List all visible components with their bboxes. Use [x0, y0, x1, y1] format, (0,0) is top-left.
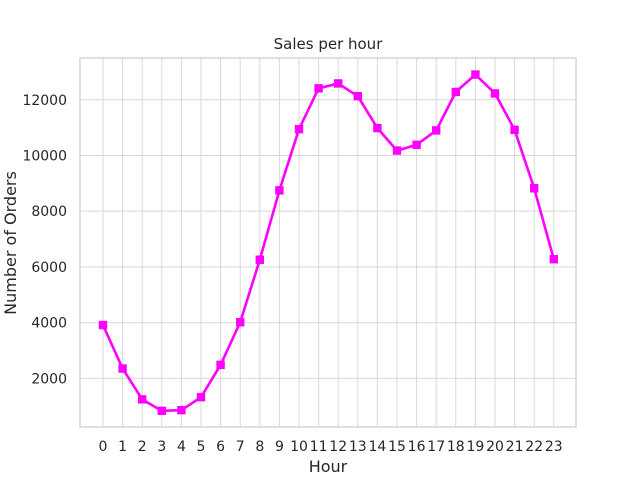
x-tick-label: 20 [486, 439, 504, 455]
x-axis-title: Hour [309, 457, 348, 476]
data-point-marker [255, 255, 264, 264]
x-tick-label: 0 [99, 439, 108, 455]
data-point-marker [118, 364, 127, 373]
y-tick-label: 6000 [31, 260, 67, 276]
x-tick-label: 16 [408, 439, 426, 455]
data-point-marker [275, 186, 284, 195]
x-tick-label: 12 [329, 439, 347, 455]
y-tick-label: 12000 [22, 93, 67, 109]
data-point-marker [510, 125, 519, 135]
x-tick-label: 6 [216, 439, 225, 455]
data-point-marker [412, 140, 421, 149]
x-tick-label: 13 [349, 439, 367, 455]
data-point-marker [98, 320, 108, 330]
x-tick-label: 21 [506, 439, 524, 455]
data-point-marker [373, 123, 382, 133]
data-point-marker [451, 87, 460, 97]
x-tick-label: 7 [236, 439, 245, 455]
x-tick-label: 15 [388, 439, 406, 455]
data-point-marker [314, 84, 323, 93]
x-tick-label: 11 [310, 439, 328, 455]
x-tick-label: 8 [255, 439, 264, 455]
x-tick-label: 19 [466, 439, 484, 455]
x-gridlines [102, 58, 555, 427]
x-tick-label: 1 [118, 439, 127, 455]
y-axis-title: Number of Orders [1, 171, 20, 315]
plot-background [80, 58, 576, 427]
y-tick-label: 8000 [31, 204, 67, 220]
x-tick-label: 18 [447, 439, 465, 455]
x-tick-labels: 0 1 2 3 4 5 6 7 8 9 10 11 12 13 14 15 16 17 18 19 20 21 22 23 [99, 439, 563, 455]
plot-frame [79, 57, 577, 428]
data-point-marker [294, 124, 304, 134]
chart-title: Sales per hour [274, 35, 384, 53]
data-point-marker [138, 395, 147, 404]
x-tick-label: 4 [177, 439, 186, 455]
x-tick-label: 14 [368, 439, 386, 455]
data-point-marker [216, 360, 225, 370]
x-tick-label: 10 [290, 439, 308, 455]
y-tick-label: 10000 [22, 148, 67, 164]
x-tick-label: 9 [275, 439, 284, 455]
data-point-marker [353, 91, 362, 101]
data-point-marker [432, 126, 441, 135]
data-point-marker [471, 70, 480, 79]
series-layer [98, 70, 558, 416]
data-point-marker [549, 255, 558, 264]
data-point-marker [177, 405, 186, 415]
x-tick-label: 2 [138, 439, 147, 455]
x-tick-label: 5 [197, 439, 206, 455]
y-tick-labels: 2000 4000 6000 8000 10000 12000 [22, 93, 67, 387]
x-tick-label: 17 [427, 439, 445, 455]
y-gridlines [80, 99, 576, 379]
data-point-marker [392, 146, 402, 155]
x-tick-label: 23 [545, 439, 563, 455]
y-tick-label: 4000 [31, 316, 67, 332]
data-point-marker [530, 184, 539, 193]
x-tick-label: 22 [525, 439, 543, 455]
data-point-marker [196, 392, 206, 402]
data-point-marker [334, 79, 343, 88]
y-tick-label: 2000 [31, 371, 67, 387]
x-tick-label: 3 [157, 439, 166, 455]
data-point-marker [236, 318, 245, 327]
data-point-marker [490, 89, 500, 98]
data-point-marker [157, 406, 166, 416]
